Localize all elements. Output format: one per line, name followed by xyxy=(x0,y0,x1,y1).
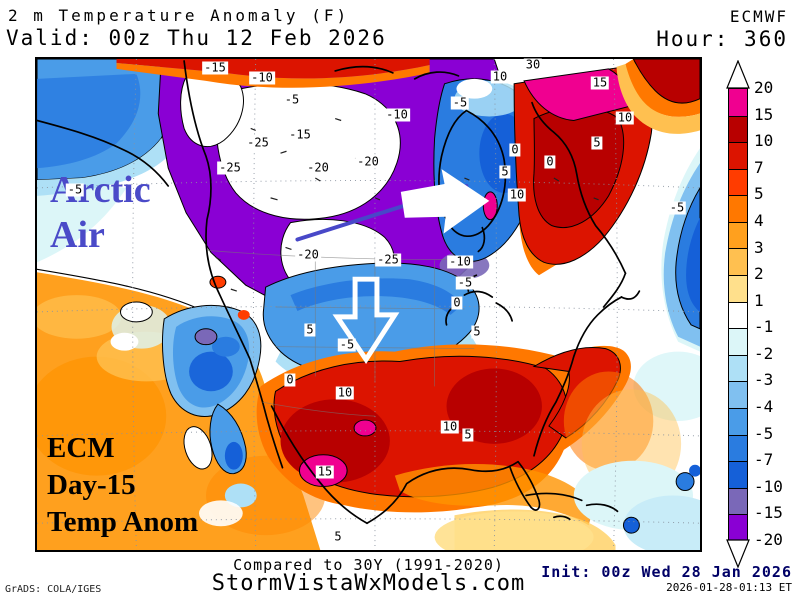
colorbar-segment xyxy=(729,115,747,143)
colorbar-tick: 7 xyxy=(754,157,764,177)
colorbar-segment xyxy=(729,381,747,408)
colorbar-segment xyxy=(729,142,747,169)
climatology-note: Compared to 30Y (1991-2020) xyxy=(233,556,504,574)
colorbar-tick: 20 xyxy=(754,78,774,97)
arctic-push-east-arrow xyxy=(400,169,490,234)
colorbar-tick: 4 xyxy=(754,210,764,230)
colorbar-tick: -20 xyxy=(754,530,783,549)
colorbar-tick: 2 xyxy=(754,264,764,284)
ecm-line2: Day-15 xyxy=(47,469,136,501)
ecm-line3: Temp Anom xyxy=(47,506,199,538)
northeast-pacific-cool-region xyxy=(37,59,176,263)
colorbar-tick: 5 xyxy=(754,184,764,204)
colorbar-tick: -3 xyxy=(754,370,774,390)
arctic-warm-band xyxy=(116,59,430,88)
grads-credit: GrADS: COLA/IGES xyxy=(5,584,102,595)
colorbar-arrow-down-icon xyxy=(726,539,750,568)
generation-timestamp: 2026-01-28-01:13 ET xyxy=(666,581,792,594)
mexico-cold-strip xyxy=(183,403,257,527)
colorbar-segment xyxy=(729,248,747,276)
colorbar-tick: -10 xyxy=(754,476,783,496)
colorbar-tick: 1 xyxy=(754,290,764,310)
coastlines xyxy=(37,60,641,525)
arctic-air-line2: Air xyxy=(50,214,105,256)
gulf-caribbean-region xyxy=(394,460,700,550)
arctic-push-south-arrow xyxy=(332,276,400,365)
valid-time-label: Valid: 00z Thu 12 Feb 2026 xyxy=(6,26,387,50)
ecm-line1: ECM xyxy=(47,432,115,464)
colorbar-tick: -1 xyxy=(754,317,774,337)
arctic-air-annotation: Arctic Air xyxy=(50,168,151,258)
colorbar-tick: 10 xyxy=(754,131,774,151)
init-time-label: Init: 00z Wed 28 Jan 2026 xyxy=(541,563,792,581)
colorbar-tick: -2 xyxy=(754,343,774,363)
colorbar-segment xyxy=(729,354,747,382)
forecast-hour-label: Hour: 360 xyxy=(656,27,788,51)
colorbar-segment xyxy=(729,487,747,515)
colorbar-segment xyxy=(729,461,747,488)
colorbar-arrow-up-icon xyxy=(726,60,750,89)
model-name-label: ECMWF xyxy=(729,7,788,26)
colorbar xyxy=(728,88,748,541)
site-name: StormVistaWxModels.com xyxy=(211,571,526,596)
colorbar-segment xyxy=(729,434,747,462)
colorbar-segment xyxy=(729,275,747,302)
colorbar-segment xyxy=(729,168,747,196)
colorbar-tick: -15 xyxy=(754,503,783,523)
arctic-air-line1: Arctic xyxy=(50,169,151,211)
colorbar-segment xyxy=(729,328,747,355)
colorbar-tick: -4 xyxy=(754,397,774,417)
colorbar-segment xyxy=(729,89,747,116)
colorbar-tick: -5 xyxy=(754,423,774,443)
colorbar-tick: 15 xyxy=(754,104,774,124)
product-title: 2 m Temperature Anomaly (F) xyxy=(8,6,350,25)
colorbar-segment xyxy=(729,407,747,435)
colorbar-tick: 3 xyxy=(754,237,764,257)
west-us-cold-pocket xyxy=(110,275,262,417)
colorbar-segment xyxy=(729,514,747,541)
model-day-annotation: ECM Day-15 Temp Anom xyxy=(47,430,198,541)
greenland-warm-region xyxy=(616,59,700,134)
colorbar-segment xyxy=(729,195,747,222)
colorbar-tick: -7 xyxy=(754,450,774,470)
colorbar-segment xyxy=(729,221,747,249)
colorbar-segment xyxy=(729,301,747,329)
